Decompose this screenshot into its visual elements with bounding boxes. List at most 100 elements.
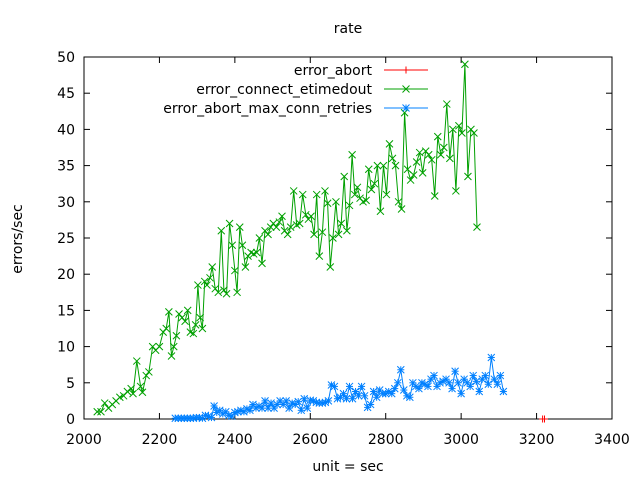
data-point <box>123 387 132 396</box>
data-point <box>345 201 354 210</box>
data-point <box>412 158 421 166</box>
data-point <box>228 241 237 250</box>
y-tick-label: 30 <box>57 195 75 211</box>
data-point <box>487 353 496 362</box>
x-tick-label: 3000 <box>443 432 479 448</box>
data-point <box>295 219 304 228</box>
data-point <box>329 234 337 242</box>
data-point <box>403 165 412 174</box>
data-point <box>405 393 414 402</box>
data-point <box>217 226 226 235</box>
data-point <box>252 248 261 257</box>
data-point <box>129 389 137 398</box>
data-point <box>436 150 445 159</box>
data-point <box>307 212 315 221</box>
data-point <box>298 190 307 199</box>
data-point <box>301 210 310 219</box>
legend-label: error_abort <box>294 63 373 79</box>
data-point <box>470 129 478 137</box>
data-point <box>258 404 266 412</box>
data-point <box>315 252 324 260</box>
data-point <box>376 207 385 216</box>
data-point <box>266 223 275 231</box>
data-point <box>484 380 493 389</box>
data-point <box>481 371 490 380</box>
legend-label: error_connect_etimedout <box>196 82 372 98</box>
data-point <box>282 397 291 405</box>
chart-title: rate <box>334 21 362 37</box>
data-point <box>212 408 221 417</box>
data-point <box>145 368 153 376</box>
data-point <box>261 397 269 405</box>
data-point <box>475 387 484 396</box>
data-point <box>388 154 397 163</box>
data-point <box>367 185 376 194</box>
x-axis-label: unit = sec <box>312 459 383 475</box>
data-point <box>430 192 439 200</box>
data-point <box>445 378 453 387</box>
data-point <box>162 324 171 333</box>
data-point <box>464 172 472 181</box>
data-point <box>100 399 109 407</box>
data-point <box>400 108 409 117</box>
data-point <box>136 382 145 391</box>
data-point <box>321 187 329 195</box>
x-tick-label: 3400 <box>594 432 630 448</box>
data-point <box>387 389 396 398</box>
x-tick-label: 2400 <box>217 432 253 448</box>
y-tick-label: 25 <box>57 231 75 247</box>
data-point <box>364 165 373 174</box>
data-point <box>167 352 176 360</box>
data-point <box>235 223 244 231</box>
data-point <box>397 205 406 213</box>
y-tick-label: 35 <box>57 159 75 175</box>
data-point <box>127 384 135 393</box>
data-point <box>334 230 343 239</box>
data-point <box>194 281 202 289</box>
data-point <box>97 407 105 416</box>
data-point <box>452 187 460 195</box>
data-point <box>155 342 164 351</box>
data-point <box>472 377 481 386</box>
data-point <box>445 154 454 163</box>
x-tick-label: 2600 <box>292 432 328 448</box>
data-point <box>343 226 351 235</box>
x-tick-label: 3200 <box>519 432 555 448</box>
data-point <box>324 397 333 405</box>
data-point <box>448 384 456 393</box>
data-point <box>189 329 198 338</box>
data-point <box>318 228 327 237</box>
data-point <box>286 223 295 231</box>
data-point <box>214 288 223 297</box>
data-point <box>382 190 391 199</box>
data-point <box>455 121 463 130</box>
x-tick-label: 2200 <box>142 432 178 448</box>
data-point <box>241 263 250 271</box>
legend-marker <box>402 85 410 93</box>
series-error-connect-etimedout <box>93 60 481 416</box>
data-point <box>424 382 432 391</box>
data-point <box>442 100 451 108</box>
y-tick-label: 50 <box>57 50 75 66</box>
data-point <box>373 161 382 170</box>
data-point <box>278 212 286 221</box>
data-point <box>439 143 448 152</box>
data-point <box>172 331 181 340</box>
data-point <box>461 60 469 69</box>
y-tick-label: 0 <box>66 412 75 428</box>
y-tick-label: 10 <box>57 340 75 356</box>
data-point <box>436 378 444 387</box>
x-tick-label: 2000 <box>66 432 102 448</box>
data-point <box>132 357 141 365</box>
data-point <box>353 183 362 192</box>
data-point <box>310 230 318 239</box>
data-point <box>406 176 415 184</box>
data-point <box>473 223 481 231</box>
data-point <box>332 197 340 206</box>
data-point <box>303 404 312 412</box>
data-point <box>385 140 394 148</box>
data-point <box>222 289 231 298</box>
data-point <box>342 394 351 403</box>
data-point <box>225 219 234 228</box>
